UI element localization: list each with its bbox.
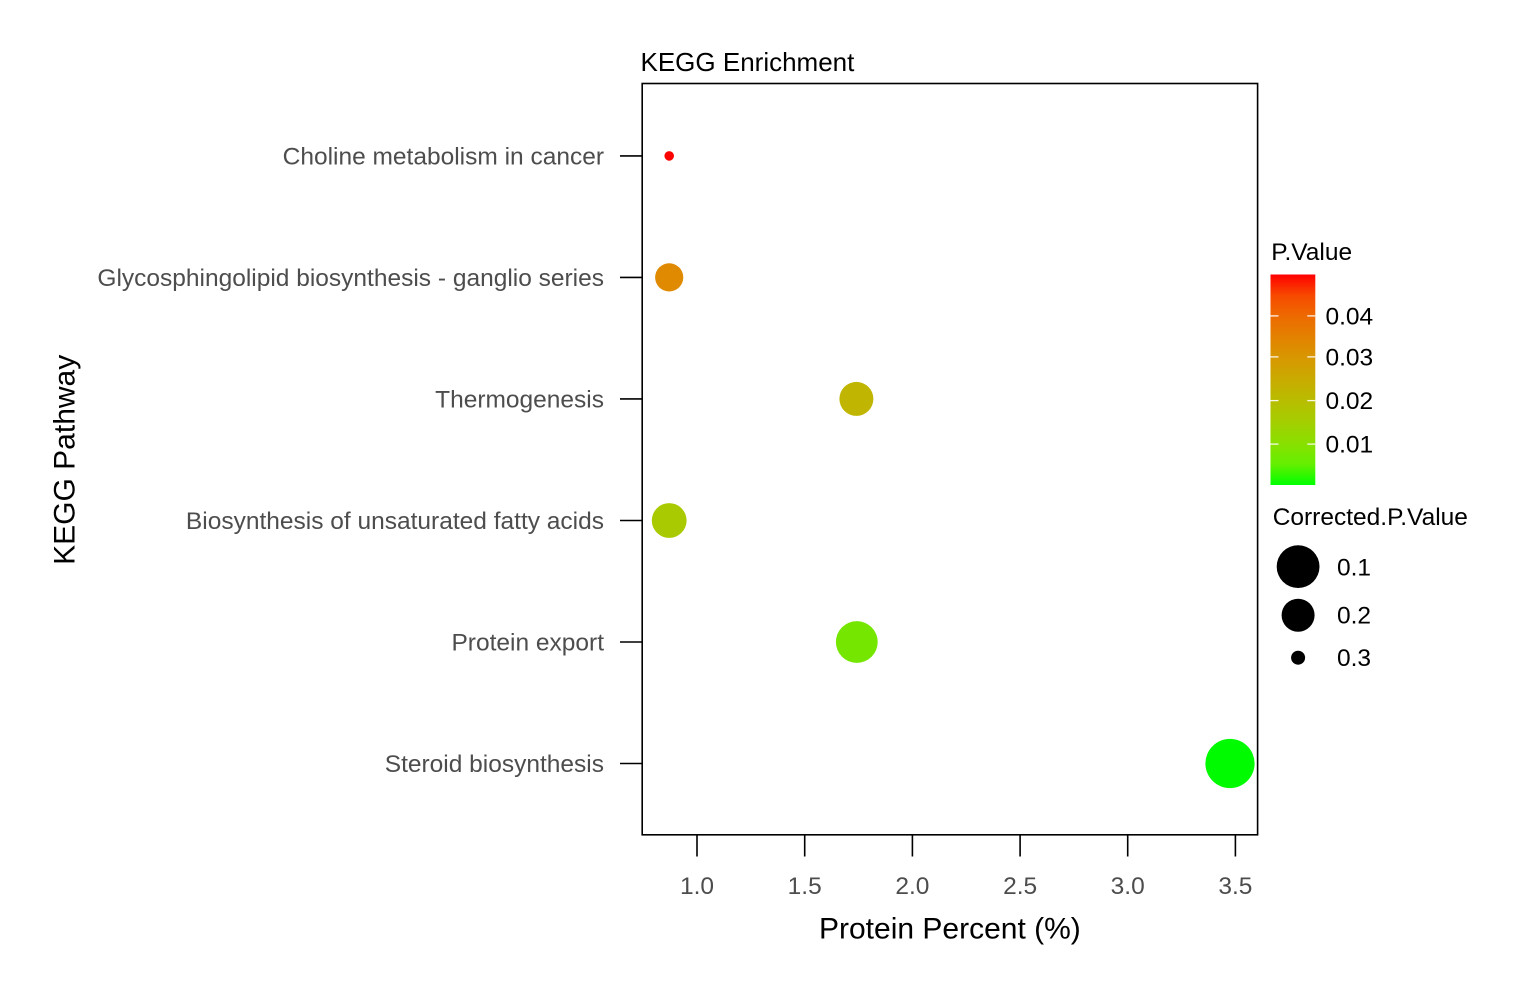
svg-text:Glycosphingolipid biosynthesis: Glycosphingolipid biosynthesis - ganglio… (97, 265, 604, 292)
svg-text:Corrected.P.Value: Corrected.P.Value (1273, 504, 1468, 531)
svg-text:P.Value: P.Value (1271, 239, 1352, 266)
svg-text:0.1: 0.1 (1337, 554, 1371, 581)
svg-text:0.04: 0.04 (1326, 303, 1374, 330)
svg-text:KEGG Pathway: KEGG Pathway (49, 355, 82, 565)
svg-text:2.5: 2.5 (1003, 873, 1037, 900)
svg-text:0.2: 0.2 (1337, 603, 1371, 630)
svg-text:0.3: 0.3 (1337, 645, 1371, 672)
svg-text:Choline metabolism in cancer: Choline metabolism in cancer (283, 143, 604, 170)
svg-text:2.0: 2.0 (895, 873, 929, 900)
svg-text:0.01: 0.01 (1326, 432, 1374, 459)
svg-text:0.02: 0.02 (1326, 388, 1374, 415)
svg-text:Steroid biosynthesis: Steroid biosynthesis (385, 751, 604, 778)
svg-text:0.03: 0.03 (1326, 344, 1374, 371)
svg-text:3.5: 3.5 (1218, 873, 1252, 900)
svg-text:Biosynthesis of unsaturated fa: Biosynthesis of unsaturated fatty acids (186, 508, 604, 535)
svg-text:Thermogenesis: Thermogenesis (435, 386, 604, 413)
svg-text:KEGG Enrichment: KEGG Enrichment (641, 47, 856, 77)
svg-text:Protein Percent (%): Protein Percent (%) (819, 913, 1081, 946)
svg-text:Protein export: Protein export (451, 629, 604, 656)
svg-text:1.5: 1.5 (788, 873, 822, 900)
svg-text:3.0: 3.0 (1111, 873, 1145, 900)
svg-text:1.0: 1.0 (680, 873, 714, 900)
